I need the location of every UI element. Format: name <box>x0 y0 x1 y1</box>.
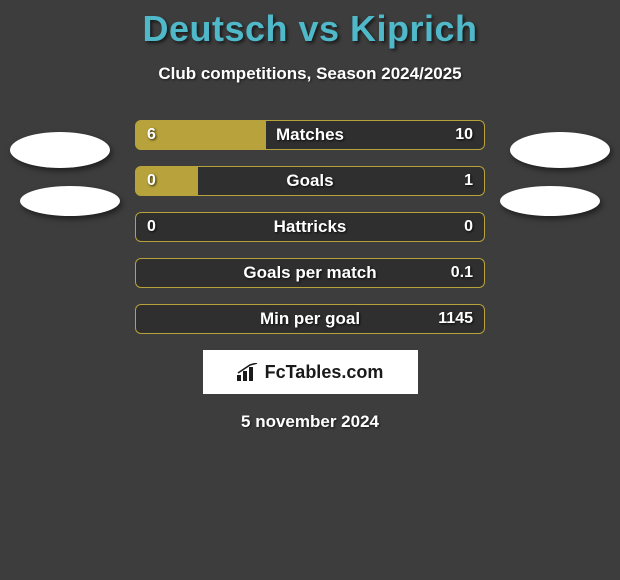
brand-chart-icon <box>237 363 259 381</box>
comparison-bars: 610Matches 01Goals 00Hattricks 0.1Goals per… <box>135 120 485 334</box>
player2-avatar-shadow <box>500 186 600 216</box>
stat-label: Goals per match <box>135 258 485 288</box>
comparison-title: Deutsch vs Kiprich <box>0 0 620 50</box>
brand-box: FcTables.com <box>203 350 418 394</box>
stat-row: 01Goals <box>135 166 485 196</box>
stat-label: Hattricks <box>135 212 485 242</box>
comparison-subtitle: Club competitions, Season 2024/2025 <box>0 64 620 84</box>
snapshot-date: 5 november 2024 <box>0 412 620 432</box>
brand-text: FcTables.com <box>265 362 384 383</box>
stat-label: Matches <box>135 120 485 150</box>
player1-avatar-shadow <box>20 186 120 216</box>
stat-row: 610Matches <box>135 120 485 150</box>
stat-label: Goals <box>135 166 485 196</box>
stat-row: 1145Min per goal <box>135 304 485 334</box>
stat-label: Min per goal <box>135 304 485 334</box>
stat-row: 00Hattricks <box>135 212 485 242</box>
stat-row: 0.1Goals per match <box>135 258 485 288</box>
player2-avatar <box>510 132 610 168</box>
stats-area: 610Matches 01Goals 00Hattricks 0.1Goals per… <box>0 120 620 334</box>
player1-avatar <box>10 132 110 168</box>
